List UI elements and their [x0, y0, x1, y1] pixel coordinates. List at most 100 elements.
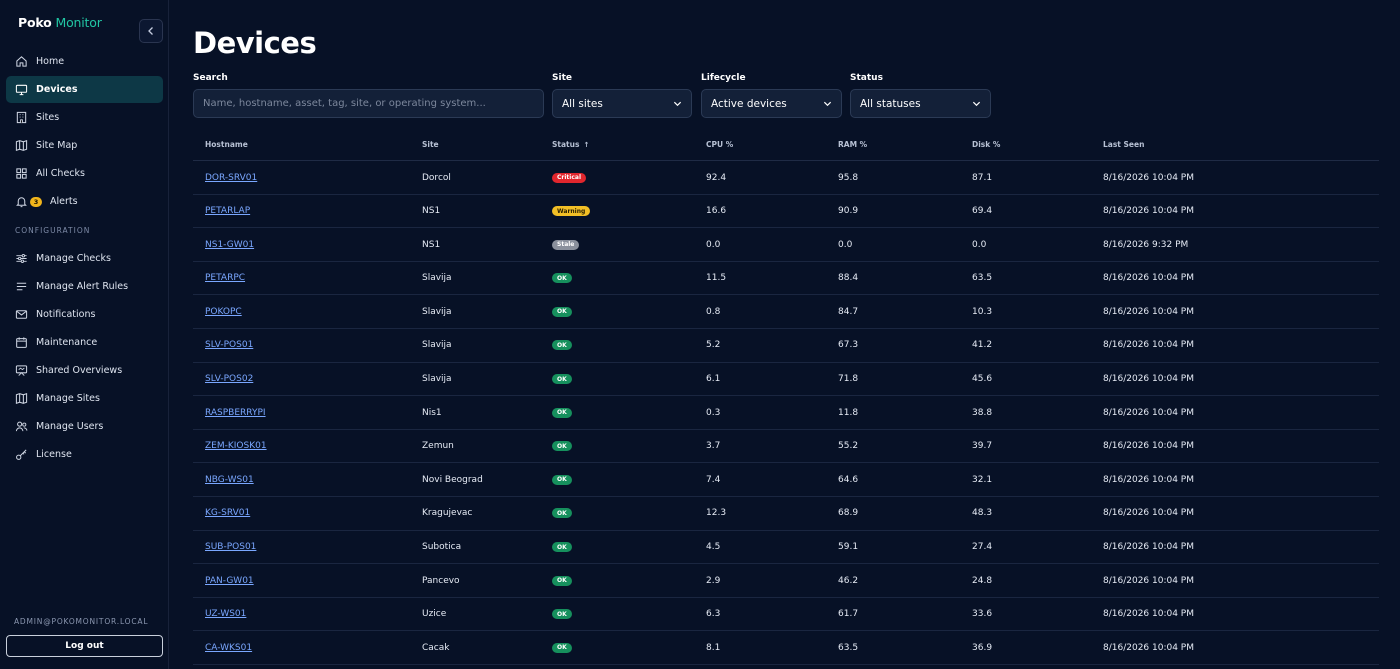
- sidebar-item-license[interactable]: License: [6, 441, 163, 468]
- column-header-last-seen[interactable]: Last Seen: [1103, 140, 1145, 149]
- sort-ascending-icon: ↑: [583, 140, 590, 149]
- device-site: Nis1: [422, 407, 442, 418]
- device-last-seen: 8/16/2026 10:04 PM: [1103, 306, 1194, 317]
- sidebar-nav: Home Devices Sites Site Map All Checks 3…: [6, 48, 163, 469]
- sidebar-item-sites[interactable]: Sites: [6, 104, 163, 131]
- users-icon: [15, 421, 28, 432]
- device-ram: 67.3: [838, 340, 859, 351]
- device-status-cell: OK: [552, 531, 572, 564]
- sidebar-item-manage-users[interactable]: Manage Users: [6, 413, 163, 440]
- device-hostname-link[interactable]: SUB-POS01: [205, 542, 257, 553]
- device-hostname-link[interactable]: RASPBERRYPI: [205, 407, 266, 418]
- sidebar-item-notifications[interactable]: Notifications: [6, 301, 163, 328]
- table-row: SUB-POS01 Subotica OK 4.5 59.1 27.4 8/16/2026 …: [193, 531, 1379, 565]
- status-badge: OK: [552, 508, 572, 519]
- device-status-cell: OK: [552, 295, 572, 328]
- sidebar-item-shared-overviews[interactable]: Shared Overviews: [6, 357, 163, 384]
- device-site: Dorcol: [422, 172, 451, 183]
- device-hostname-link[interactable]: SLV-POS01: [205, 340, 254, 351]
- device-hostname-link[interactable]: PETARLAP: [205, 206, 251, 217]
- map-icon: [15, 139, 28, 152]
- device-ram: 88.4: [838, 273, 859, 284]
- sidebar-item-label: Maintenance: [36, 337, 98, 348]
- device-last-seen: 8/16/2026 10:04 PM: [1103, 542, 1194, 553]
- sidebar-item-alerts[interactable]: 3 Alerts: [6, 188, 163, 215]
- search-input[interactable]: [193, 89, 544, 118]
- table-body: DOR-SRV01 Dorcol Critical 92.4 95.8 87.1 8/16/…: [193, 161, 1379, 665]
- device-status-cell: OK: [552, 363, 572, 396]
- device-hostname-link[interactable]: NS1-GW01: [205, 239, 255, 250]
- device-cpu: 6.3: [706, 609, 721, 620]
- status-badge: Stale: [552, 239, 580, 250]
- sidebar-item-manage-checks[interactable]: Manage Checks: [6, 245, 163, 272]
- brand-name-part1: Poko: [18, 15, 52, 30]
- column-header-site[interactable]: Site: [422, 140, 439, 149]
- device-cpu: 3.7: [706, 441, 721, 452]
- chevron-down-icon: [972, 101, 981, 107]
- device-status-cell: OK: [552, 598, 572, 631]
- table-row: KG-SRV01 Kragujevac OK 12.3 68.9 48.3 8/16/202…: [193, 497, 1379, 531]
- sidebar-item-label: Manage Sites: [36, 393, 100, 404]
- sidebar-item-manage-sites[interactable]: Manage Sites: [6, 385, 163, 412]
- device-status-cell: OK: [552, 463, 572, 496]
- device-site: Cacak: [422, 642, 450, 653]
- column-header-cpu[interactable]: CPU %: [706, 140, 734, 149]
- table-row: PETARLAP NS1 Warning 16.6 90.9 69.4 8/16/2026 …: [193, 195, 1379, 229]
- status-badge: Critical: [552, 172, 587, 183]
- lifecycle-filter-value: Active devices: [711, 97, 787, 110]
- lifecycle-filter-label: Lifecycle: [701, 73, 746, 83]
- chevron-down-icon: [823, 101, 832, 107]
- sidebar-item-devices[interactable]: Devices: [6, 76, 163, 103]
- column-header-status[interactable]: Status ↑: [552, 128, 589, 161]
- sidebar-item-label: Manage Users: [36, 421, 104, 432]
- brand-name-part2: Monitor: [55, 15, 102, 30]
- sidebar-item-home[interactable]: Home: [6, 48, 163, 75]
- device-ram: 71.8: [838, 374, 859, 385]
- device-hostname-link[interactable]: POKOPC: [205, 306, 242, 317]
- device-hostname-link[interactable]: DOR-SRV01: [205, 172, 258, 183]
- sidebar-item-label: All Checks: [36, 168, 85, 179]
- lifecycle-filter-select[interactable]: Active devices: [701, 89, 842, 118]
- sidebar-item-manage-alert-rules[interactable]: Manage Alert Rules: [6, 273, 163, 300]
- list-icon: [16, 282, 27, 291]
- table-row: POKOPC Slavija OK 0.8 84.7 10.3 8/16/2026 10:0…: [193, 295, 1379, 329]
- device-hostname-link[interactable]: ZEM-KIOSK01: [205, 441, 267, 452]
- table-row: NS1-GW01 NS1 Stale 0.0 0.0 0.0 8/16/2026 9:32 …: [193, 228, 1379, 262]
- device-disk: 63.5: [972, 273, 993, 284]
- device-hostname-link[interactable]: CA-WKS01: [205, 642, 253, 653]
- column-header-ram[interactable]: RAM %: [838, 140, 868, 149]
- sidebar-item-site-map[interactable]: Site Map: [6, 132, 163, 159]
- column-header-hostname[interactable]: Hostname: [205, 140, 248, 149]
- table-row: RASPBERRYPI Nis1 OK 0.3 11.8 38.8 8/16/2026 10…: [193, 396, 1379, 430]
- device-ram: 68.9: [838, 508, 859, 519]
- device-hostname-link[interactable]: KG-SRV01: [205, 508, 251, 519]
- device-hostname-link[interactable]: PAN-GW01: [205, 575, 254, 586]
- sidebar-item-label: Home: [36, 56, 65, 67]
- device-last-seen: 8/16/2026 10:04 PM: [1103, 642, 1194, 653]
- device-hostname-link[interactable]: NBG-WS01: [205, 474, 254, 485]
- device-hostname-link[interactable]: SLV-POS02: [205, 374, 254, 385]
- status-filter-select[interactable]: All statuses: [850, 89, 991, 118]
- status-badge: Warning: [552, 206, 591, 217]
- calendar-icon: [16, 337, 27, 348]
- device-cpu: 16.6: [706, 206, 727, 217]
- device-ram: 84.7: [838, 306, 859, 317]
- sidebar-item-maintenance[interactable]: Maintenance: [6, 329, 163, 356]
- mail-icon: [15, 310, 28, 319]
- device-last-seen: 8/16/2026 9:32 PM: [1103, 239, 1189, 250]
- sidebar-item-all-checks[interactable]: All Checks: [6, 160, 163, 187]
- device-hostname-link[interactable]: UZ-WS01: [205, 609, 247, 620]
- site-filter-label: Site: [552, 73, 572, 83]
- device-site: NS1: [422, 239, 441, 250]
- sidebar: Poko Monitor Home Devices Sites Site Map …: [0, 0, 169, 669]
- bell-icon: [16, 197, 27, 208]
- sidebar-item-label: Devices: [36, 84, 78, 95]
- logout-button[interactable]: Log out: [6, 635, 163, 657]
- site-filter-select[interactable]: All sites: [552, 89, 692, 118]
- column-header-disk[interactable]: Disk %: [972, 140, 1001, 149]
- home-icon: [16, 56, 27, 67]
- collapse-sidebar-button[interactable]: [139, 19, 163, 43]
- device-disk: 24.8: [972, 575, 993, 586]
- device-site: Subotica: [422, 542, 462, 553]
- device-hostname-link[interactable]: PETARPC: [205, 273, 246, 284]
